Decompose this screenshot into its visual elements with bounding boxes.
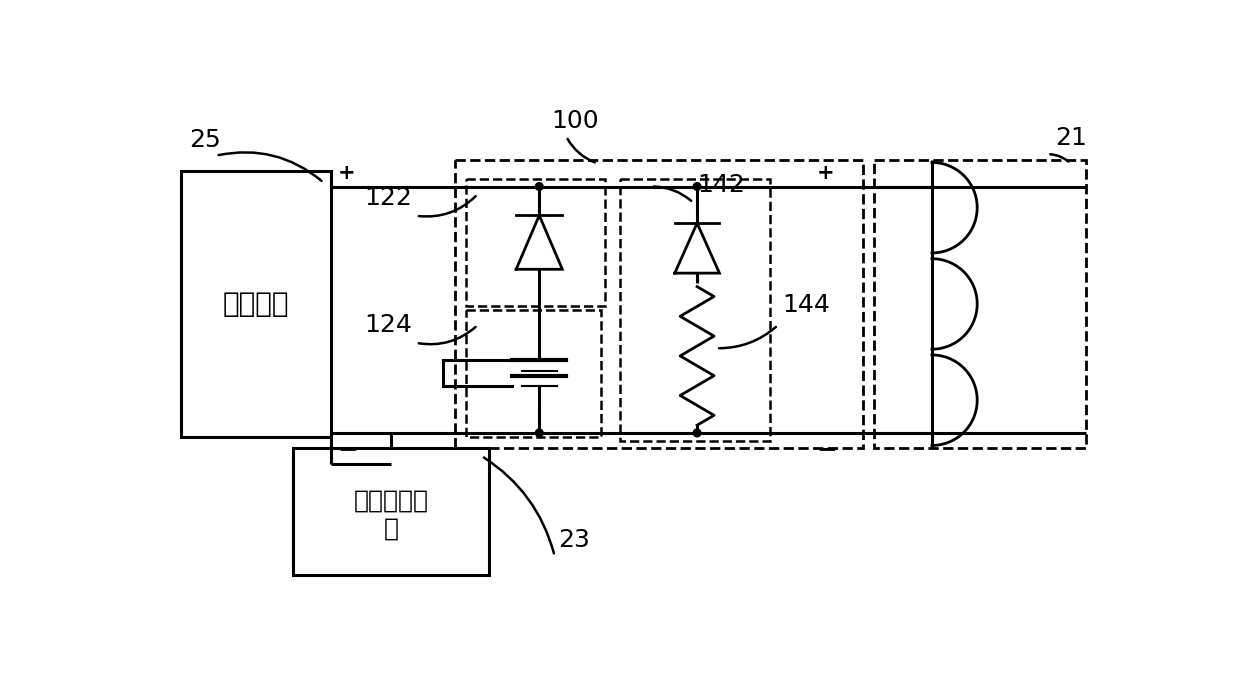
Text: 144: 144 [781,293,830,317]
Text: −: − [816,437,837,461]
Circle shape [536,182,543,191]
Circle shape [536,429,543,437]
Text: 抱闸电源: 抱闸电源 [223,290,289,318]
Text: 抱闸控制设: 抱闸控制设 [353,488,429,513]
Text: 备: 备 [383,517,398,541]
Bar [466,179,605,306]
Bar [620,179,770,440]
Text: +: + [337,162,355,182]
Text: 142: 142 [697,173,745,197]
Circle shape [693,182,701,191]
Text: 23: 23 [558,528,590,552]
Bar [874,160,1086,449]
Text: 100: 100 [551,109,599,133]
Text: 21: 21 [1055,127,1087,150]
Text: 25: 25 [188,128,221,152]
Text: +: + [816,162,835,182]
Text: 122: 122 [365,186,412,210]
Text: −: − [337,437,358,461]
Bar [293,449,490,575]
Bar [466,310,601,437]
Bar [181,171,331,437]
Bar [455,160,863,449]
Circle shape [693,429,701,437]
Text: 124: 124 [365,312,412,336]
